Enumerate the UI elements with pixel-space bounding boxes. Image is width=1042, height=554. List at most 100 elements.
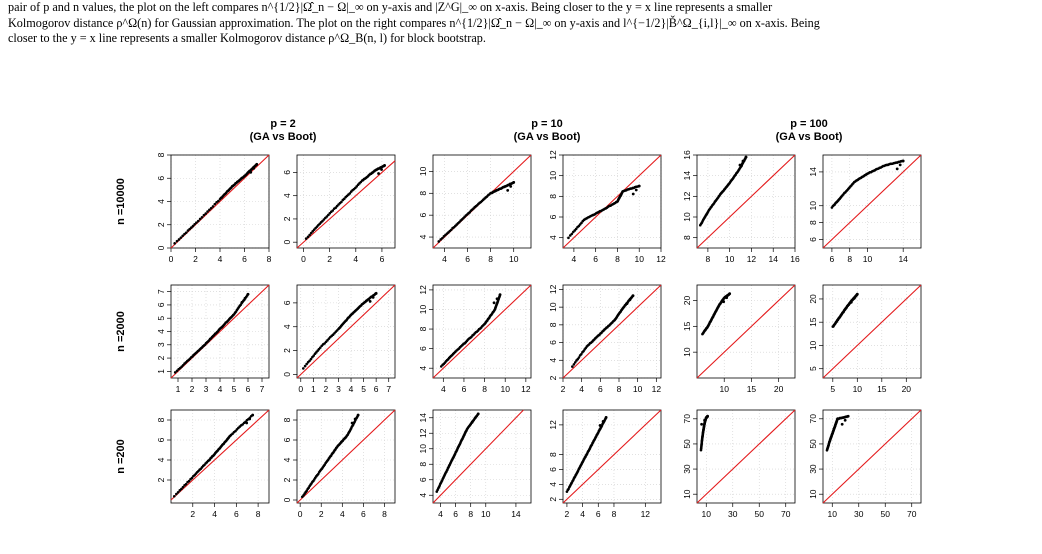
qq-tail-point [637, 184, 641, 188]
x-tick-label: 8 [612, 509, 617, 519]
x-tick-label: 6 [830, 254, 835, 264]
qq-point [213, 202, 217, 206]
x-tick-label: 6 [234, 509, 239, 519]
qq-point [340, 200, 343, 204]
y-tick-label: 0 [282, 372, 292, 377]
x-tick-label: 10 [853, 384, 863, 394]
qq-tail-point [495, 297, 499, 301]
y-tick-label: 10 [682, 347, 692, 357]
reference-line-y-equals-x [170, 409, 270, 501]
x-tick-label: 6 [246, 384, 251, 394]
qq-point [208, 208, 211, 212]
column-header-p: p = 10 [531, 118, 563, 130]
y-tick-label: 5 [808, 366, 818, 371]
y-tick-label: 10 [682, 212, 692, 222]
qq-point [318, 346, 322, 349]
x-tick-label: 5 [232, 384, 237, 394]
qq-point [196, 219, 200, 223]
panel-frame [296, 284, 396, 379]
qq-tail-point [738, 163, 742, 167]
qq-point [331, 209, 335, 212]
x-tick-label: 0 [301, 254, 306, 264]
qq-point [190, 226, 193, 229]
reference-line-y-equals-x [296, 284, 396, 379]
qq-tail-point [901, 159, 905, 163]
qq-point [175, 369, 179, 373]
x-tick-label: 1 [311, 384, 316, 394]
qq-tail-point [728, 292, 732, 296]
x-tick-label: 70 [907, 509, 917, 519]
y-tick-label: 4 [282, 193, 292, 198]
qq-tail-point [631, 192, 635, 196]
x-tick-label: 10 [633, 384, 643, 394]
x-tick-label: 5 [830, 384, 835, 394]
qq-tail-point [243, 296, 247, 300]
panel-frame [296, 409, 396, 504]
y-tick-label: 12 [418, 285, 428, 295]
qq-point [437, 240, 441, 243]
y-tick-label: 4 [156, 329, 166, 334]
qq-tail-point [846, 414, 850, 418]
x-tick-label: 2 [324, 384, 329, 394]
panel-frame [432, 154, 532, 249]
x-tick-label: 4 [218, 254, 223, 264]
qq-tail-point [512, 180, 516, 184]
y-tick-label: 20 [808, 294, 818, 304]
y-tick-label: 6 [418, 213, 428, 218]
x-tick-label: 3 [204, 384, 209, 394]
qq-point [579, 352, 583, 356]
y-tick-label: 50 [808, 439, 818, 449]
y-tick-label: 2 [156, 355, 166, 360]
y-tick-label: 15 [808, 317, 818, 327]
qq-point [175, 492, 178, 496]
qq-point [204, 212, 208, 215]
qq-point [188, 227, 191, 231]
qq-point [179, 236, 183, 239]
x-tick-label: 4 [353, 254, 358, 264]
qq-tail-point [631, 294, 635, 298]
x-tick-label: 2 [565, 509, 570, 519]
x-tick-label: 8 [706, 254, 711, 264]
y-tick-label: 6 [418, 346, 428, 351]
x-tick-label: 0 [298, 509, 303, 519]
x-tick-label: 8 [468, 509, 473, 519]
x-tick-label: 6 [361, 509, 366, 519]
y-tick-label: 12 [682, 191, 692, 201]
y-tick-label: 7 [156, 289, 166, 294]
panel-frame [562, 154, 662, 249]
y-tick-label: 5 [156, 316, 166, 321]
x-tick-label: 1 [176, 384, 181, 394]
qq-tail-point [628, 298, 632, 302]
reference-line-y-equals-x [696, 154, 796, 249]
qq-point [348, 192, 352, 195]
y-tick-label: 10 [808, 489, 818, 499]
x-tick-label: 4 [218, 384, 223, 394]
reference-line-y-equals-x [822, 284, 922, 379]
qq-tail-point [598, 424, 602, 427]
x-tick-label: 8 [847, 254, 852, 264]
row-label: n =10000 [115, 178, 127, 225]
qq-tail-point [703, 418, 706, 422]
x-tick-label: 6 [242, 254, 247, 264]
x-tick-label: 2 [193, 254, 198, 264]
qq-point [308, 233, 311, 237]
y-tick-label: 0 [156, 245, 166, 250]
qq-point [571, 365, 574, 368]
x-tick-label: 10 [509, 254, 519, 264]
x-tick-label: 6 [374, 384, 379, 394]
reference-line-y-equals-x [296, 409, 396, 504]
x-tick-label: 5 [361, 384, 366, 394]
y-tick-label: 30 [808, 464, 818, 474]
x-tick-label: 3 [336, 384, 341, 394]
y-tick-label: 8 [682, 235, 692, 240]
qq-point [180, 487, 183, 491]
y-tick-label: 8 [418, 326, 428, 331]
reference-line-y-equals-x [432, 409, 524, 504]
x-tick-label: 30 [728, 509, 738, 519]
qq-tail-point [476, 412, 480, 416]
qq-tail-point [377, 172, 380, 175]
y-tick-label: 4 [418, 366, 428, 371]
qq-point [327, 213, 330, 217]
y-tick-label: 4 [548, 358, 558, 363]
x-tick-label: 4 [349, 384, 354, 394]
